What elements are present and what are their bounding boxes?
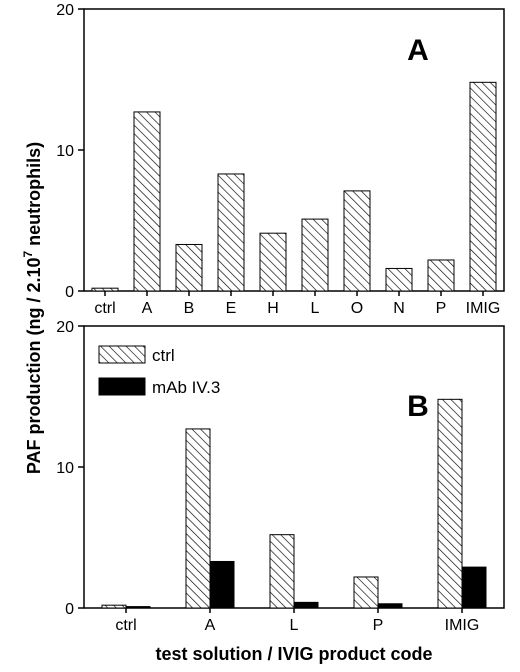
panel-b: 0 10 20 ctrl A L P IMIG B ctrl mAb IV.3 <box>56 319 505 634</box>
panelA-xtick-label: N <box>393 300 405 317</box>
panelA-ytick-label: 10 <box>56 143 74 160</box>
panelA-xtick-label: A <box>142 300 153 317</box>
panel-a-bars <box>91 81 497 292</box>
panelB-xtick-label: A <box>205 617 216 634</box>
panelA-bar-a <box>133 111 161 292</box>
panelA-xtick-label: H <box>267 300 279 317</box>
panelA-bar-l <box>301 218 329 292</box>
y-axis-title-sup: 7 <box>21 251 35 258</box>
panelB-bar-a-s0 <box>185 428 211 609</box>
panelA-ytick-label: 20 <box>56 2 74 19</box>
panel-b-y-ticks: 0 10 20 <box>56 319 84 618</box>
panelA-xtick-label: O <box>351 300 363 317</box>
panelB-bar-p-s0 <box>353 576 379 609</box>
panelA-bar-p <box>427 259 455 292</box>
panelA-bar-ctrl <box>91 287 119 292</box>
panelB-bar-p-s1 <box>377 603 403 609</box>
panelA-bar-h <box>259 232 287 292</box>
panelA-xtick-label: ctrl <box>94 300 115 317</box>
panelB-bar-a-s1 <box>209 560 235 609</box>
panelA-xtick-label: E <box>226 300 237 317</box>
panelB-bar-imig-s0 <box>437 398 463 609</box>
y-axis-title-tail: neutrophils) <box>24 142 44 251</box>
panelA-bar-o <box>343 190 371 292</box>
y-axis-title-main: PAF production (ng / 2.10 <box>24 258 44 475</box>
panel-a-x-tick-labels: ctrl A B E H L O N P IMIG <box>94 291 500 317</box>
panel-b-bars <box>101 398 487 609</box>
panelA-bar-n <box>385 267 413 292</box>
panelA-bar-e <box>217 173 245 292</box>
panelA-bar-b <box>175 243 203 292</box>
panel-b-label: B <box>407 390 429 423</box>
panelA-xtick-label: IMIG <box>466 300 501 317</box>
legend-label-mab: mAb IV.3 <box>152 378 220 397</box>
panel-b-x-tick-labels: ctrl A L P IMIG <box>115 608 479 634</box>
legend: ctrl mAb IV.3 <box>98 345 220 397</box>
panelB-bar-imig-s1 <box>461 566 487 609</box>
legend-swatch-mab <box>98 377 146 396</box>
panel-a: 0 10 20 ctrl A B E H L O N P IMIG A <box>56 2 505 317</box>
panelA-bar-imig <box>469 81 497 292</box>
y-axis-title: PAF production (ng / 2.107 neutrophils) <box>21 142 44 474</box>
panelB-xtick-label: ctrl <box>115 617 136 634</box>
panelB-xtick-label: L <box>290 617 299 634</box>
panelB-xtick-label: P <box>373 617 384 634</box>
panelB-ytick-label: 10 <box>56 460 74 477</box>
legend-label-ctrl: ctrl <box>152 346 175 365</box>
panel-a-label: A <box>407 34 429 67</box>
legend-swatch-ctrl <box>98 345 146 364</box>
panelB-ytick-label: 20 <box>56 319 74 336</box>
panelA-xtick-label: B <box>184 300 195 317</box>
panelB-ytick-label: 0 <box>65 601 74 618</box>
panelB-bar-ctrl-s1 <box>125 606 151 609</box>
panelA-xtick-label: P <box>436 300 447 317</box>
panelB-bar-l-s1 <box>293 601 319 609</box>
panelB-xtick-label: IMIG <box>445 617 480 634</box>
panelB-bar-ctrl-s0 <box>101 604 127 609</box>
panelB-bar-l-s0 <box>269 534 295 609</box>
panel-a-y-ticks: 0 10 20 <box>56 2 84 301</box>
x-axis-title: test solution / IVIG product code <box>155 644 432 664</box>
panelA-ytick-label: 0 <box>65 284 74 301</box>
panelA-xtick-label: L <box>311 300 320 317</box>
